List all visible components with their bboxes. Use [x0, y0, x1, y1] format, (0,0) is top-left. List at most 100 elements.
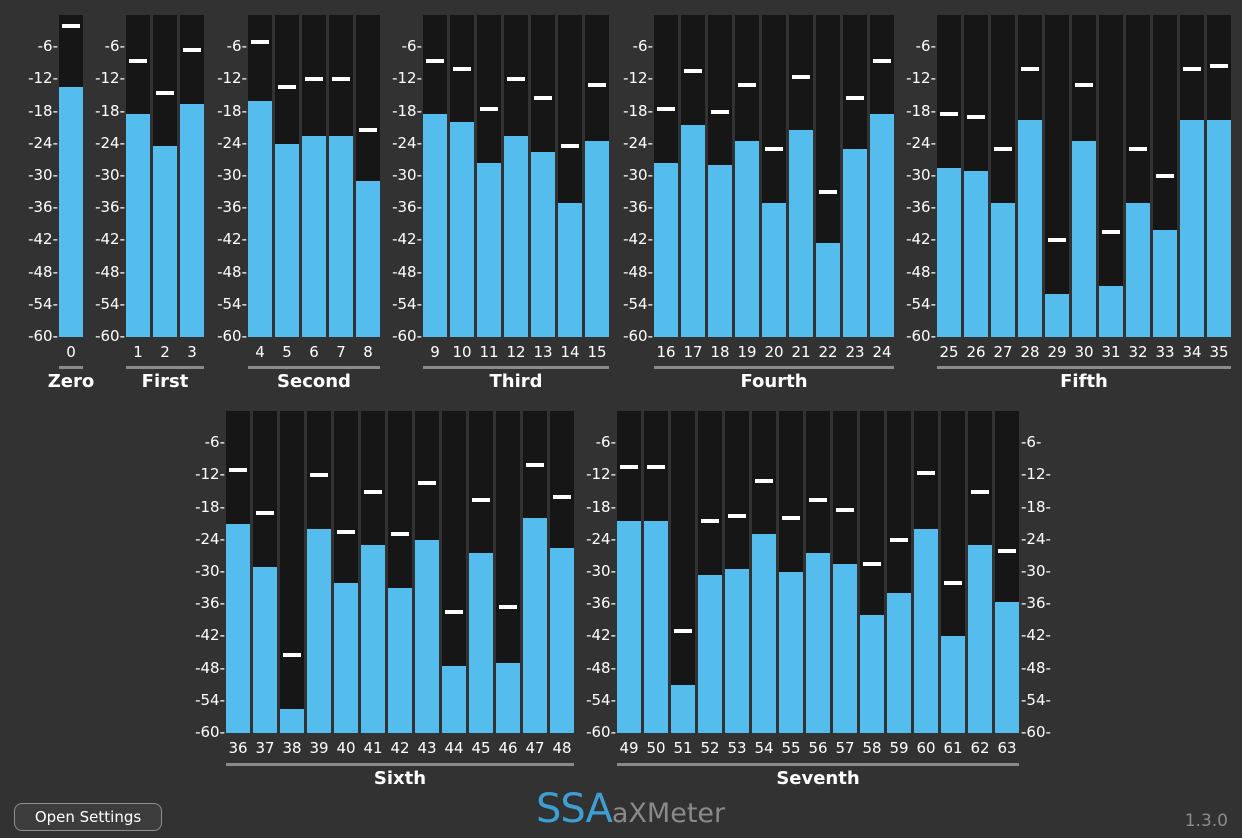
peak-hold-marker — [229, 468, 247, 473]
scale-tick-label: -30- — [217, 166, 247, 184]
scale-tick-label: -42- — [906, 230, 936, 249]
meter-level-bar — [1207, 119, 1231, 337]
channel-label: 34 — [1182, 343, 1202, 361]
meter-level-bar — [1099, 286, 1123, 337]
meter-channel-27 — [991, 15, 1015, 337]
meter-channel-31 — [1099, 15, 1123, 337]
meter-channel-44 — [442, 411, 466, 733]
channel-label: 11 — [479, 343, 499, 361]
scale-tick-label: -42- — [392, 230, 422, 249]
meter-channel-42 — [388, 411, 412, 733]
channel-label: 43 — [417, 739, 437, 757]
peak-hold-marker — [971, 489, 989, 494]
meter-level-bar — [860, 614, 884, 733]
channel-label: 58 — [862, 739, 882, 757]
peak-hold-marker — [674, 629, 692, 634]
channel-label: 61 — [943, 739, 963, 757]
meter-channel-4 — [248, 15, 272, 337]
channel-label: 46 — [498, 739, 518, 757]
channel-label: 16 — [656, 343, 676, 361]
scale-tick-label: -24- — [906, 133, 936, 152]
peak-hold-marker — [967, 114, 985, 119]
open-settings-button[interactable]: Open Settings — [14, 803, 162, 831]
peak-hold-marker — [1156, 174, 1174, 178]
peak-hold-marker — [305, 77, 323, 82]
channel-label: 56 — [808, 739, 828, 757]
scale-tick-label: -36- — [906, 198, 936, 217]
scale-tick-label: -24- — [586, 529, 616, 548]
meter-level-bar — [995, 601, 1019, 733]
group-underline — [226, 763, 574, 766]
scale-tick-label: -30- — [1021, 562, 1051, 580]
peak-hold-marker — [1102, 230, 1120, 235]
peak-hold-marker — [1210, 63, 1228, 68]
group-label-second: Second — [277, 371, 351, 392]
channel-label: 45 — [471, 739, 491, 757]
scale-tick-label: -42- — [623, 230, 653, 249]
peak-hold-marker — [445, 610, 463, 615]
scale-tick-label: -36- — [392, 198, 422, 217]
channel-label: 48 — [552, 739, 572, 757]
scale-tick-label: -42- — [586, 626, 616, 645]
channel-label: 24 — [872, 343, 892, 361]
channel-label: 42 — [390, 739, 410, 757]
scale-tick-label: -54- — [28, 294, 58, 313]
channel-label: 15 — [587, 343, 607, 361]
meter-level-bar — [329, 135, 353, 337]
meter-level-bar — [469, 553, 493, 733]
meter-channel-28 — [1018, 15, 1042, 337]
meter-channel-3 — [180, 15, 204, 337]
meter-channel-0 — [59, 15, 83, 337]
scale-tick-label: -48- — [623, 262, 653, 281]
meter-level-bar — [248, 100, 272, 337]
channel-label: 25 — [939, 343, 959, 361]
channel-label: 20 — [764, 343, 784, 361]
scale-tick-label: -18- — [392, 101, 422, 120]
scale-tick-label: -18- — [586, 497, 616, 516]
logo-main-text: SSA — [536, 786, 613, 832]
meter-level-bar — [762, 202, 786, 337]
scale-tick-label: -24- — [392, 133, 422, 152]
peak-hold-marker — [809, 497, 827, 502]
meter-level-bar — [1072, 141, 1096, 337]
scale-tick-label: -24- — [28, 133, 58, 152]
meter-channel-24 — [870, 15, 894, 337]
meter-channel-49 — [617, 411, 641, 733]
scale-tick-label: -48- — [1021, 658, 1051, 677]
peak-hold-marker — [846, 96, 864, 101]
meter-level-bar — [1045, 294, 1069, 337]
scale-tick-label: -42- — [1021, 626, 1051, 645]
meter-level-bar — [708, 165, 732, 337]
meter-level-bar — [477, 162, 501, 337]
channel-label: 17 — [683, 343, 703, 361]
peak-hold-marker — [917, 470, 935, 475]
meter-channel-43 — [415, 411, 439, 733]
meter-channel-33 — [1153, 15, 1177, 337]
meter-level-bar — [307, 529, 331, 733]
meter-level-bar — [1126, 202, 1150, 337]
channel-label: 22 — [818, 343, 838, 361]
scale-tick-label: -54- — [217, 294, 247, 313]
scale-tick-label: -30- — [906, 166, 936, 184]
peak-hold-marker — [453, 66, 471, 71]
meter-level-bar — [752, 534, 776, 733]
peak-hold-marker — [359, 128, 377, 133]
scale-tick-label: -36- — [1021, 594, 1051, 613]
meter-level-bar — [654, 162, 678, 337]
group-underline — [126, 366, 204, 369]
scale-tick-label: -12- — [217, 69, 247, 88]
scale-tick-label: -12- — [195, 465, 225, 484]
peak-hold-marker — [863, 561, 881, 566]
meter-channel-36 — [226, 411, 250, 733]
scale-tick-label: -6- — [632, 37, 653, 56]
meter-level-bar — [253, 566, 277, 733]
scale-tick-label: -60- — [392, 327, 422, 345]
scale-tick-label: -36- — [586, 594, 616, 613]
meter-level-bar — [964, 170, 988, 337]
peak-hold-marker — [364, 489, 382, 494]
scale-tick-label: -60- — [217, 327, 247, 345]
channel-label: 55 — [781, 739, 801, 757]
meter-channel-18 — [708, 15, 732, 337]
channel-label: 59 — [889, 739, 909, 757]
peak-hold-marker — [1048, 238, 1066, 243]
